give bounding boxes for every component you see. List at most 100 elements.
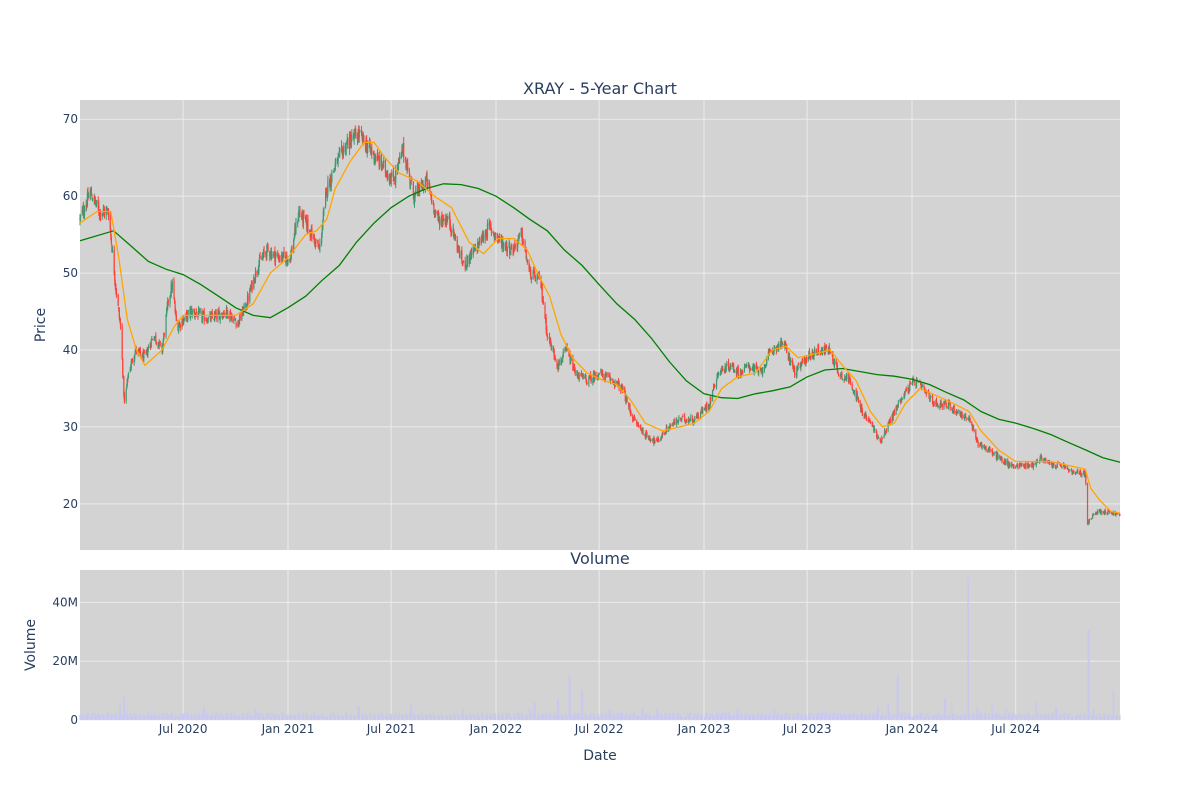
candle-body (1040, 455, 1042, 458)
candle (642, 427, 644, 436)
volume-bar (769, 717, 771, 720)
volume-bar (1036, 714, 1038, 720)
volume-bar (206, 717, 208, 720)
candle-body (163, 333, 165, 340)
volume-bar (243, 716, 245, 720)
volume-bar (331, 714, 333, 720)
candle-body (82, 206, 85, 215)
volume-bar (536, 717, 538, 720)
candle-body (537, 275, 539, 279)
volume-bar (198, 715, 200, 720)
candle (458, 245, 461, 259)
candle-body (684, 415, 686, 422)
candle-body (255, 271, 257, 275)
volume-bar (625, 716, 627, 720)
volume-bar (255, 709, 257, 720)
volume-bar (1105, 714, 1107, 720)
candle-body (722, 367, 724, 371)
candle (865, 414, 868, 421)
volume-bar (534, 702, 536, 720)
volume-bar (175, 714, 177, 720)
volume-bar (513, 713, 515, 720)
volume-bar (818, 713, 820, 720)
candle-body (780, 339, 782, 347)
volume-bar (173, 716, 175, 720)
candle (900, 397, 902, 404)
candle-body (584, 376, 586, 379)
candle-body (975, 431, 977, 439)
candle (82, 201, 85, 219)
volume-bar (372, 713, 374, 720)
candle (259, 252, 261, 259)
volume-bar (888, 716, 890, 720)
candle-body (960, 411, 963, 413)
candle-body (298, 210, 300, 218)
candle (1021, 462, 1023, 466)
candle (87, 192, 90, 199)
volume-bar (189, 716, 191, 720)
candle-body (553, 349, 555, 357)
volume-bar (979, 715, 981, 720)
volume-bar (146, 716, 148, 720)
candle (446, 215, 449, 223)
candle-body (642, 429, 644, 435)
volume-bar (908, 716, 910, 720)
volume-bar (1075, 714, 1077, 720)
candle (210, 311, 212, 323)
volume-bar (457, 717, 459, 720)
candle (251, 280, 253, 294)
volume-bar (546, 714, 548, 720)
candle (163, 332, 165, 338)
candle-body (103, 207, 105, 211)
candle-body (733, 370, 735, 372)
volume-bar (552, 716, 554, 720)
volume-bar (486, 715, 488, 720)
volume-bar (967, 577, 969, 720)
volume-bar (787, 715, 789, 720)
volume-bar (440, 712, 442, 720)
candle-body (546, 329, 548, 335)
volume-bar (731, 715, 733, 720)
volume-bar (259, 716, 261, 720)
volume-bar (1045, 713, 1047, 720)
volume-bar (231, 712, 233, 720)
candle-body (592, 378, 594, 383)
volume-bar (893, 716, 895, 720)
candle-body (163, 333, 165, 336)
volume-bar (700, 716, 702, 720)
candle-body (270, 250, 273, 259)
candle-body (977, 441, 979, 446)
volume-bar (223, 717, 225, 720)
volume-bar (794, 717, 796, 720)
candle-body (629, 410, 632, 414)
candle-body (885, 430, 887, 432)
volume-bar (701, 715, 703, 720)
volume-bar (456, 713, 458, 720)
volume-bar (126, 712, 128, 720)
candle-body (794, 367, 796, 376)
candle (514, 243, 516, 250)
volume-bar (369, 713, 371, 720)
candle-body (964, 414, 967, 419)
candle-body (254, 279, 256, 283)
candle-body (137, 349, 139, 353)
volume-bar (1021, 714, 1023, 720)
volume-bar (286, 715, 288, 720)
volume-bar (502, 713, 504, 720)
volume-bar (767, 713, 769, 720)
candle-body (971, 422, 973, 426)
volume-bar (721, 712, 723, 720)
volume-bar (163, 716, 165, 720)
candle-body (797, 364, 800, 366)
candle (321, 232, 323, 247)
volume-bar (451, 715, 453, 720)
candle-body (680, 417, 682, 420)
candle-body (360, 132, 363, 134)
volume-bar (238, 715, 240, 720)
candle-body (269, 256, 271, 257)
volume-bar (953, 713, 955, 720)
candle-body (1052, 465, 1054, 467)
volume-bar (593, 714, 595, 720)
candle-body (921, 385, 923, 387)
volume-bar (234, 715, 236, 720)
